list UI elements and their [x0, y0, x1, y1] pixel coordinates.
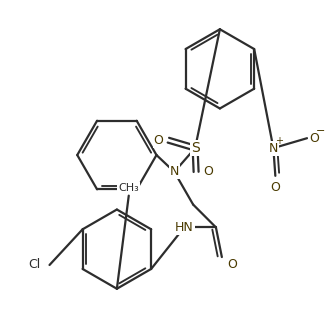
Text: N: N: [269, 142, 278, 155]
Text: O: O: [153, 134, 163, 147]
Text: O: O: [270, 181, 280, 194]
Text: N: N: [170, 165, 179, 178]
Text: S: S: [191, 141, 200, 155]
Text: O: O: [203, 165, 213, 178]
Text: −: −: [316, 126, 325, 136]
Text: O: O: [309, 132, 319, 145]
Text: Cl: Cl: [29, 259, 41, 272]
Text: +: +: [275, 136, 283, 146]
Text: O: O: [227, 259, 237, 272]
Text: CH₃: CH₃: [118, 183, 139, 193]
Text: HN: HN: [175, 221, 194, 234]
